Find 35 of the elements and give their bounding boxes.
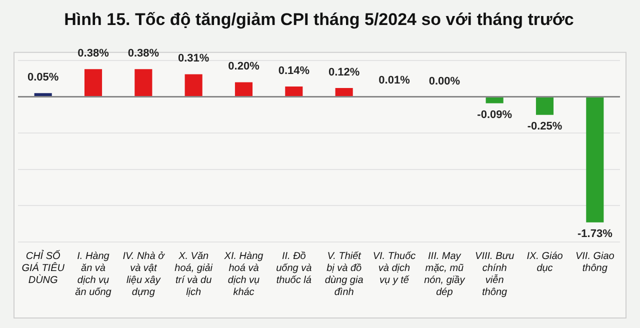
data-label: 0.31% [178,52,210,65]
bar [234,82,253,96]
bar [335,88,353,96]
bar [486,97,504,104]
data-label: 0.00% [428,75,460,88]
data-label: 0.12% [328,66,360,79]
data-label: 0.14% [278,65,310,78]
data-label: -0.09% [477,108,512,121]
bar [184,74,202,96]
data-label: 0.01% [378,74,410,86]
bar [134,69,152,96]
data-label: 0.38% [128,48,160,60]
x-tick-label: IV. Nhà ở và vật liệu xây dựng [122,250,166,298]
x-tick-label: X. Văn hoá, giải trí và du lịch [174,250,214,298]
x-tick-label: III. May mặc, mũ nón, giầy dép [424,250,466,298]
chart-title: Hình 15. Tốc độ tăng/giảm CPI tháng 5/2024 so với tháng trước [64,10,574,29]
x-tick-label: CHỈ SỐ GIÁ TIÊU DÙNG [22,248,66,286]
data-label: 0.38% [78,48,110,60]
x-tick-label: II. Đồ uống và thuốc lá [276,250,312,286]
x-tick-label: VII. Giao thông [575,250,615,274]
data-label: 0.20% [228,60,260,73]
bar [84,69,102,96]
data-label: -1.73% [577,228,613,240]
x-tick-label: VIII. Bưu chính viễn thông [475,250,515,298]
data-label: 0.05% [27,72,59,84]
x-tick-label: V. Thiết bị và đồ dùng gia đình [324,250,364,298]
x-tick-label: XI. Hàng hoá và dịch vụ khác [223,250,264,298]
bar [285,86,303,96]
bar [536,97,554,115]
bar [586,97,604,222]
x-tick-label: VI. Thuốc và dịch vụ y tế [372,250,416,286]
x-tick-label: I. Hàng ăn và dịch vụ ăn uống [75,250,112,298]
x-tick-label: IX. Giáo dục [526,250,564,274]
bar [34,93,52,96]
data-label: -0.25% [527,120,562,132]
